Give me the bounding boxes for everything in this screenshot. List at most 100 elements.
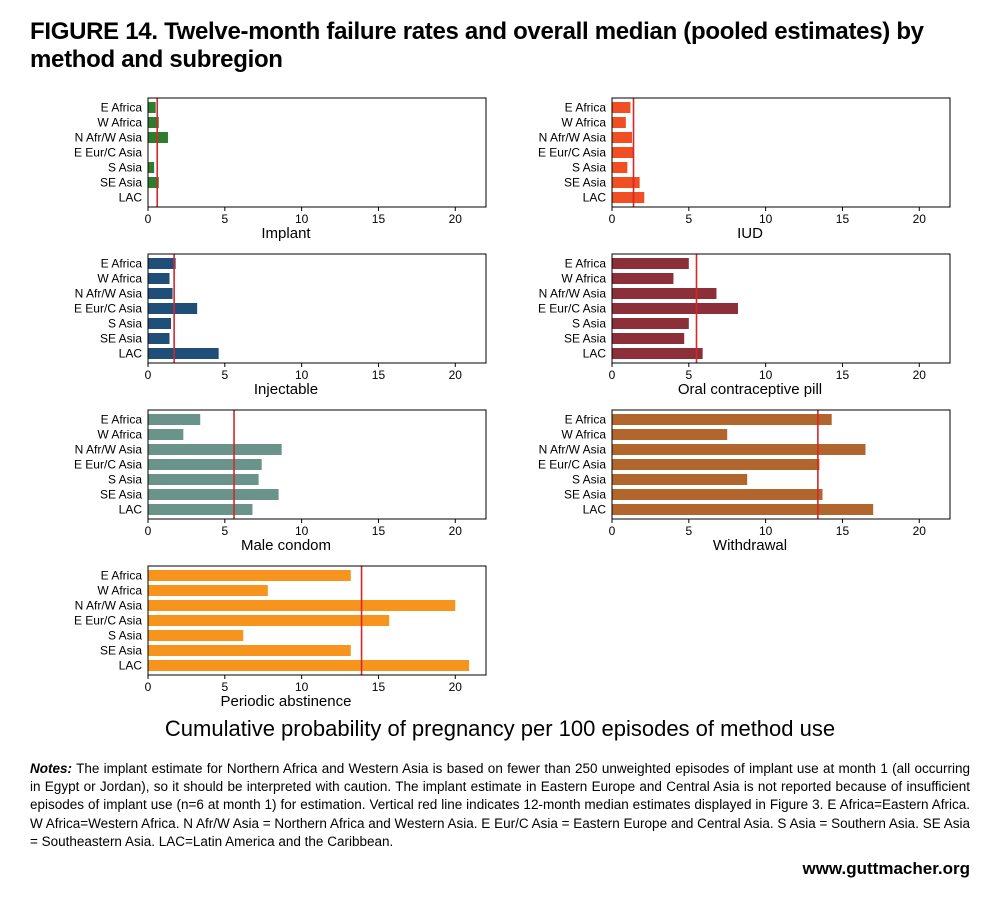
svg-text:5: 5 bbox=[221, 212, 228, 226]
svg-text:10: 10 bbox=[295, 212, 309, 226]
svg-text:E Africa: E Africa bbox=[565, 257, 607, 271]
svg-text:E Africa: E Africa bbox=[101, 569, 143, 583]
svg-text:5: 5 bbox=[685, 368, 692, 382]
svg-text:5: 5 bbox=[221, 524, 228, 538]
panel-injectable: E AfricaW AfricaN Afr/W AsiaE Eur/C Asia… bbox=[66, 250, 506, 398]
svg-text:20: 20 bbox=[913, 368, 927, 382]
panel-label-injectable: Injectable bbox=[66, 381, 506, 398]
svg-text:15: 15 bbox=[372, 680, 386, 694]
svg-text:0: 0 bbox=[609, 212, 616, 226]
svg-text:10: 10 bbox=[759, 524, 773, 538]
svg-text:S Asia: S Asia bbox=[108, 473, 142, 487]
svg-text:S Asia: S Asia bbox=[572, 473, 606, 487]
panel-withdrawal: E AfricaW AfricaN Afr/W AsiaE Eur/C Asia… bbox=[530, 406, 970, 554]
svg-text:LAC: LAC bbox=[119, 659, 143, 673]
svg-text:SE Asia: SE Asia bbox=[564, 488, 606, 502]
svg-text:20: 20 bbox=[449, 212, 463, 226]
svg-text:W Africa: W Africa bbox=[561, 428, 606, 442]
svg-text:E Eur/C Asia: E Eur/C Asia bbox=[538, 302, 606, 316]
svg-text:N Afr/W Asia: N Afr/W Asia bbox=[539, 131, 607, 145]
svg-text:5: 5 bbox=[685, 524, 692, 538]
svg-text:N Afr/W Asia: N Afr/W Asia bbox=[75, 287, 143, 301]
svg-text:LAC: LAC bbox=[583, 347, 607, 361]
svg-text:N Afr/W Asia: N Afr/W Asia bbox=[75, 131, 143, 145]
svg-text:LAC: LAC bbox=[583, 503, 607, 517]
svg-text:E Eur/C Asia: E Eur/C Asia bbox=[74, 614, 142, 628]
svg-text:W Africa: W Africa bbox=[97, 272, 142, 286]
source-attribution: www.guttmacher.org bbox=[30, 859, 970, 879]
svg-text:5: 5 bbox=[221, 680, 228, 694]
svg-text:0: 0 bbox=[609, 368, 616, 382]
panel-label-condom: Male condom bbox=[66, 537, 506, 554]
svg-text:E Africa: E Africa bbox=[565, 101, 607, 115]
svg-text:LAC: LAC bbox=[119, 347, 143, 361]
svg-text:20: 20 bbox=[449, 524, 463, 538]
svg-text:LAC: LAC bbox=[119, 191, 143, 205]
svg-text:15: 15 bbox=[836, 368, 850, 382]
empty-cell bbox=[530, 562, 970, 710]
panel-label-iud: IUD bbox=[530, 225, 970, 242]
svg-text:15: 15 bbox=[372, 524, 386, 538]
svg-text:SE Asia: SE Asia bbox=[100, 332, 142, 346]
svg-text:15: 15 bbox=[836, 212, 850, 226]
svg-text:0: 0 bbox=[609, 524, 616, 538]
svg-text:N Afr/W Asia: N Afr/W Asia bbox=[539, 287, 607, 301]
svg-text:E Africa: E Africa bbox=[101, 413, 143, 427]
svg-text:15: 15 bbox=[372, 368, 386, 382]
svg-text:W Africa: W Africa bbox=[97, 428, 142, 442]
svg-text:S Asia: S Asia bbox=[108, 317, 142, 331]
svg-text:E Africa: E Africa bbox=[101, 101, 143, 115]
notes-prefix: Notes: bbox=[30, 761, 72, 776]
svg-text:0: 0 bbox=[145, 680, 152, 694]
panel-pill: E AfricaW AfricaN Afr/W AsiaE Eur/C Asia… bbox=[530, 250, 970, 398]
notes-body: The implant estimate for Northern Africa… bbox=[30, 761, 970, 849]
svg-text:5: 5 bbox=[221, 368, 228, 382]
svg-text:SE Asia: SE Asia bbox=[564, 332, 606, 346]
chart-grid: E AfricaW AfricaN Afr/W AsiaE Eur/C Asia… bbox=[66, 94, 970, 710]
svg-text:LAC: LAC bbox=[583, 191, 607, 205]
figure-title: FIGURE 14. Twelve-month failure rates an… bbox=[30, 18, 970, 74]
panel-implant: E AfricaW AfricaN Afr/W AsiaE Eur/C Asia… bbox=[66, 94, 506, 242]
svg-text:0: 0 bbox=[145, 212, 152, 226]
figure-notes: Notes: The implant estimate for Northern… bbox=[30, 760, 970, 851]
svg-text:LAC: LAC bbox=[119, 503, 143, 517]
svg-text:E Eur/C Asia: E Eur/C Asia bbox=[538, 146, 606, 160]
svg-text:E Eur/C Asia: E Eur/C Asia bbox=[74, 302, 142, 316]
svg-text:10: 10 bbox=[759, 212, 773, 226]
panel-label-pill: Oral contraceptive pill bbox=[530, 381, 970, 398]
svg-text:E Eur/C Asia: E Eur/C Asia bbox=[538, 458, 606, 472]
svg-text:W Africa: W Africa bbox=[561, 272, 606, 286]
svg-text:10: 10 bbox=[295, 680, 309, 694]
svg-text:E Eur/C Asia: E Eur/C Asia bbox=[74, 146, 142, 160]
svg-text:SE Asia: SE Asia bbox=[100, 644, 142, 658]
svg-text:15: 15 bbox=[372, 212, 386, 226]
svg-text:SE Asia: SE Asia bbox=[100, 176, 142, 190]
svg-text:SE Asia: SE Asia bbox=[564, 176, 606, 190]
svg-text:S Asia: S Asia bbox=[572, 317, 606, 331]
panel-label-periodic: Periodic abstinence bbox=[66, 693, 506, 710]
svg-text:S Asia: S Asia bbox=[108, 629, 142, 643]
panel-iud: E AfricaW AfricaN Afr/W AsiaE Eur/C Asia… bbox=[530, 94, 970, 242]
svg-text:E Africa: E Africa bbox=[565, 413, 607, 427]
svg-text:W Africa: W Africa bbox=[97, 116, 142, 130]
svg-text:20: 20 bbox=[449, 368, 463, 382]
svg-text:S Asia: S Asia bbox=[108, 161, 142, 175]
svg-text:20: 20 bbox=[913, 524, 927, 538]
svg-text:N Afr/W Asia: N Afr/W Asia bbox=[75, 443, 143, 457]
svg-text:15: 15 bbox=[836, 524, 850, 538]
panel-condom: E AfricaW AfricaN Afr/W AsiaE Eur/C Asia… bbox=[66, 406, 506, 554]
svg-text:W Africa: W Africa bbox=[97, 584, 142, 598]
panel-label-implant: Implant bbox=[66, 225, 506, 242]
svg-text:10: 10 bbox=[295, 368, 309, 382]
svg-text:N Afr/W Asia: N Afr/W Asia bbox=[75, 599, 143, 613]
svg-text:0: 0 bbox=[145, 524, 152, 538]
panel-periodic: E AfricaW AfricaN Afr/W AsiaE Eur/C Asia… bbox=[66, 562, 506, 710]
svg-text:10: 10 bbox=[295, 524, 309, 538]
svg-text:E Africa: E Africa bbox=[101, 257, 143, 271]
svg-text:20: 20 bbox=[449, 680, 463, 694]
svg-text:N Afr/W Asia: N Afr/W Asia bbox=[539, 443, 607, 457]
svg-text:10: 10 bbox=[759, 368, 773, 382]
svg-text:SE Asia: SE Asia bbox=[100, 488, 142, 502]
svg-text:S Asia: S Asia bbox=[572, 161, 606, 175]
svg-text:20: 20 bbox=[913, 212, 927, 226]
